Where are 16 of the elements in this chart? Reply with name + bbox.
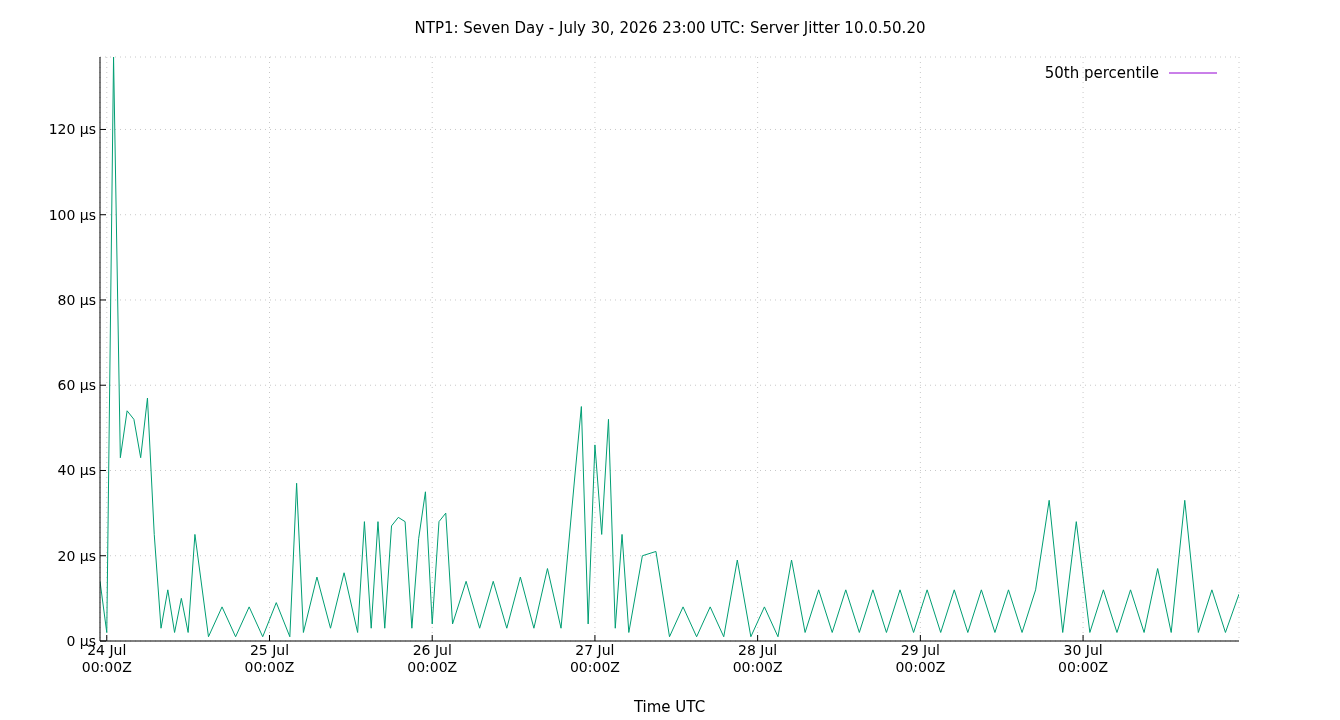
chart-title: NTP1: Seven Day - July 30, 2026 23:00 UTC: Server Jitter 10.0.50.20 (413, 19, 927, 37)
x-tick-label: 29 Jul 00:00Z (895, 642, 946, 675)
y-tick-label: 80 µs (57, 291, 96, 308)
y-tick-label: 120 µs (48, 121, 96, 138)
y-tick-label: 40 µs (57, 462, 96, 479)
x-tick-label: 25 Jul 00:00Z (244, 642, 295, 675)
legend-label: 50th percentile (1044, 63, 1159, 82)
y-tick-label: 20 µs (57, 547, 96, 564)
y-tick-label: 100 µs (48, 206, 96, 223)
x-tick-label: 28 Jul 00:00Z (732, 642, 783, 675)
line-series (100, 57, 1239, 638)
x-tick-label: 26 Jul 00:00Z (407, 642, 458, 675)
x-tick-label: 27 Jul 00:00Z (569, 642, 620, 675)
x-tick-label: 30 Jul 00:00Z (1058, 642, 1109, 675)
y-tick-label: 60 µs (57, 377, 96, 394)
x-axis-title: Time UTC (632, 698, 707, 716)
